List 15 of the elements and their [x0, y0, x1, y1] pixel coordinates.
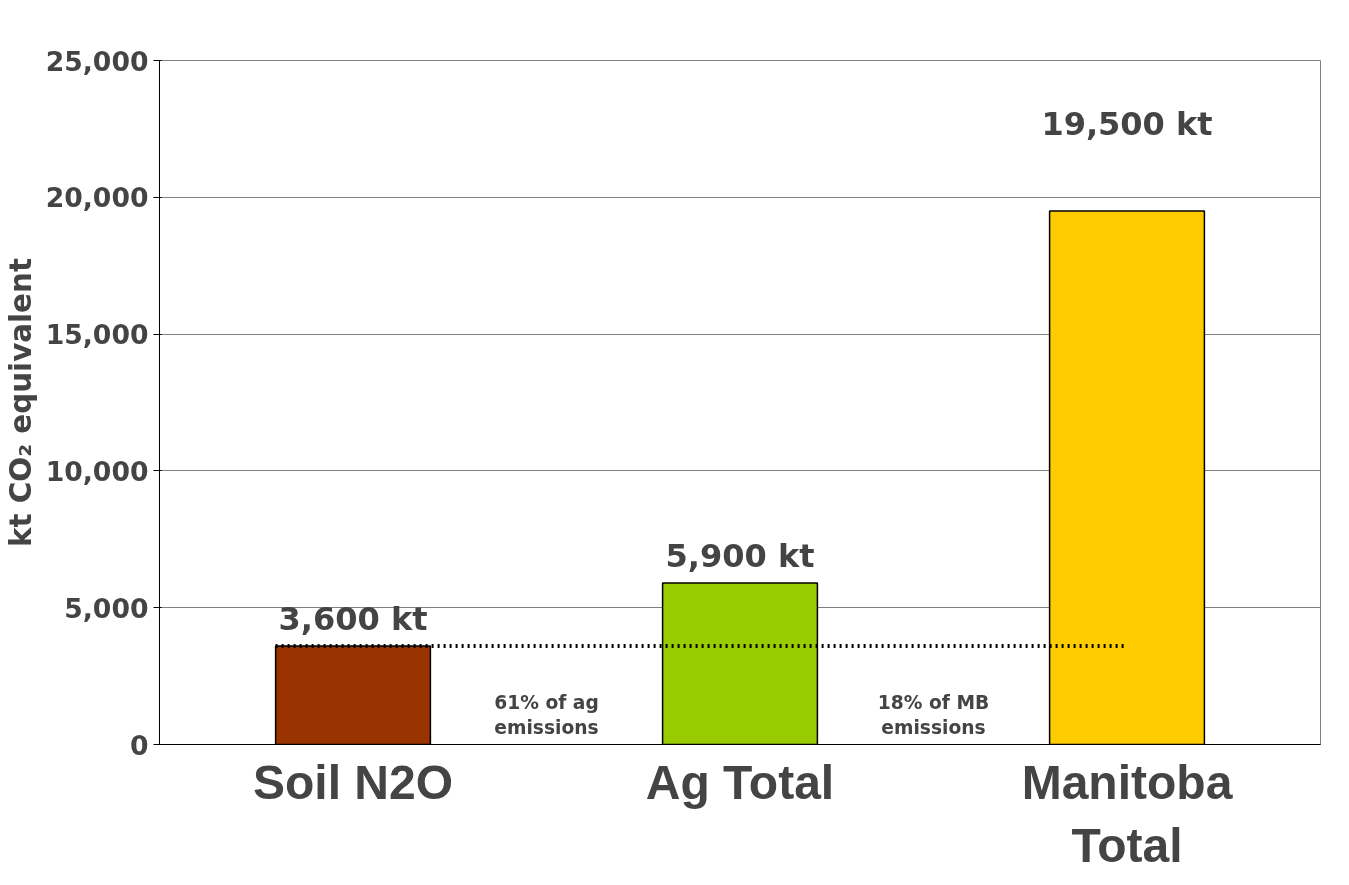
y-axis-title: kt CO₂ equivalent — [3, 258, 38, 547]
data-label: 19,500 kt — [1041, 104, 1213, 143]
x-tick-label: Manitoba Total — [1021, 755, 1233, 873]
y-tick-label: 15,000 — [45, 319, 149, 351]
y-tick-label: 25,000 — [45, 45, 149, 77]
y-tick-label: 10,000 — [45, 455, 149, 487]
x-tick-label: Ag Total — [645, 755, 835, 809]
data-label: 3,600 kt — [278, 600, 428, 638]
y-tick-label: 0 — [129, 729, 149, 761]
x-tick-label: Soil N2O — [252, 755, 454, 809]
data-label: 5,900 kt — [665, 537, 815, 576]
y-tick-label: 5,000 — [64, 592, 149, 624]
annotation: 18% of MB emissions — [877, 692, 990, 739]
y-tick-label: 20,000 — [45, 182, 149, 214]
annotation: 61% of ag emissions — [494, 692, 599, 739]
